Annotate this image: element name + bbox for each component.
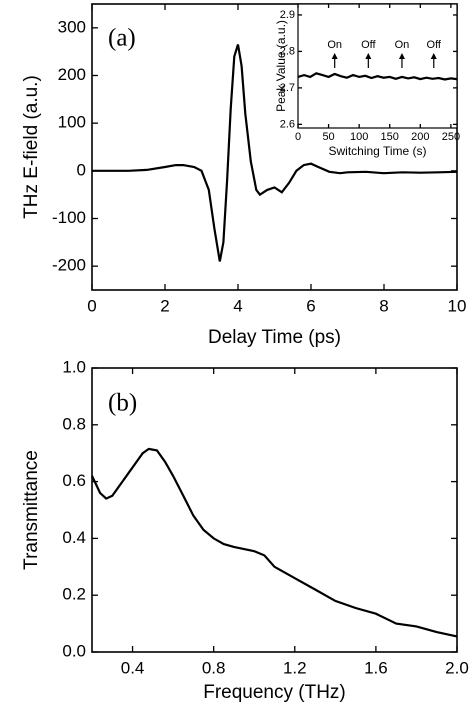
x-tick-label: 150: [381, 131, 399, 143]
y-tick-label: 2.8: [280, 45, 295, 57]
x-tick-label: 4: [233, 296, 242, 315]
x-tick-label: 2.0: [445, 658, 469, 677]
x-tick-label: 0.4: [121, 658, 145, 677]
annotation-arrowhead: [331, 53, 338, 59]
x-tick-label: 50: [322, 131, 334, 143]
annotation-arrowhead: [398, 53, 405, 59]
x-tick-label: 0: [87, 296, 96, 315]
y-tick-label: 1.0: [62, 357, 86, 376]
y-tick-label: 2.6: [280, 118, 295, 130]
annotation-arrowhead: [365, 53, 372, 59]
y-tick-label: -100: [52, 208, 86, 227]
x-tick-label: 2: [160, 296, 169, 315]
x-tick-label: 0.8: [202, 658, 226, 677]
y-tick-label: 0.4: [62, 528, 86, 547]
y-axis-label: Peak Value (a.u.): [274, 20, 288, 112]
y-tick-label: 0: [77, 160, 86, 179]
annotation-arrowhead: [430, 53, 437, 59]
x-tick-label: 1.2: [283, 658, 307, 677]
x-tick-label: 200: [411, 131, 429, 143]
y-tick-label: 100: [58, 113, 86, 132]
plot-frame: [91, 367, 458, 653]
y-tick-label: 2.9: [280, 9, 295, 21]
data-line: [92, 44, 458, 262]
data-line: [297, 72, 458, 81]
x-tick-label: 250: [442, 131, 460, 143]
y-tick-label: 2.7: [280, 82, 295, 94]
y-tick-label: 0.0: [62, 641, 86, 660]
data-line: [91, 447, 458, 638]
x-axis-label: Frequency (THz): [203, 682, 346, 703]
y-tick-label: 300: [58, 17, 86, 36]
x-tick-label: 100: [350, 131, 368, 143]
x-tick-label: 0: [295, 131, 301, 143]
y-tick-label: 0.6: [62, 471, 86, 490]
annotation: On: [395, 39, 410, 51]
x-axis-label: Switching Time (s): [328, 144, 426, 158]
panel-label: (a): [108, 25, 136, 52]
x-tick-label: 10: [448, 296, 467, 315]
x-axis-label: Delay Time (ps): [208, 327, 341, 348]
y-tick-label: 0.2: [62, 585, 86, 604]
y-tick-label: -200: [52, 256, 86, 275]
panel-label: (b): [108, 390, 137, 417]
y-axis-label: THz E-field (a.u.): [21, 75, 42, 219]
annotation: On: [327, 39, 342, 51]
plot-frame: [297, 3, 458, 129]
x-tick-label: 8: [379, 296, 388, 315]
annotation: Off: [361, 39, 376, 51]
annotation: Off: [427, 39, 442, 51]
y-axis-label: Transmittance: [21, 450, 42, 570]
y-tick-label: 200: [58, 65, 86, 84]
x-tick-label: 1.6: [364, 658, 388, 677]
x-tick-label: 6: [306, 296, 315, 315]
y-tick-label: 0.8: [62, 414, 86, 433]
